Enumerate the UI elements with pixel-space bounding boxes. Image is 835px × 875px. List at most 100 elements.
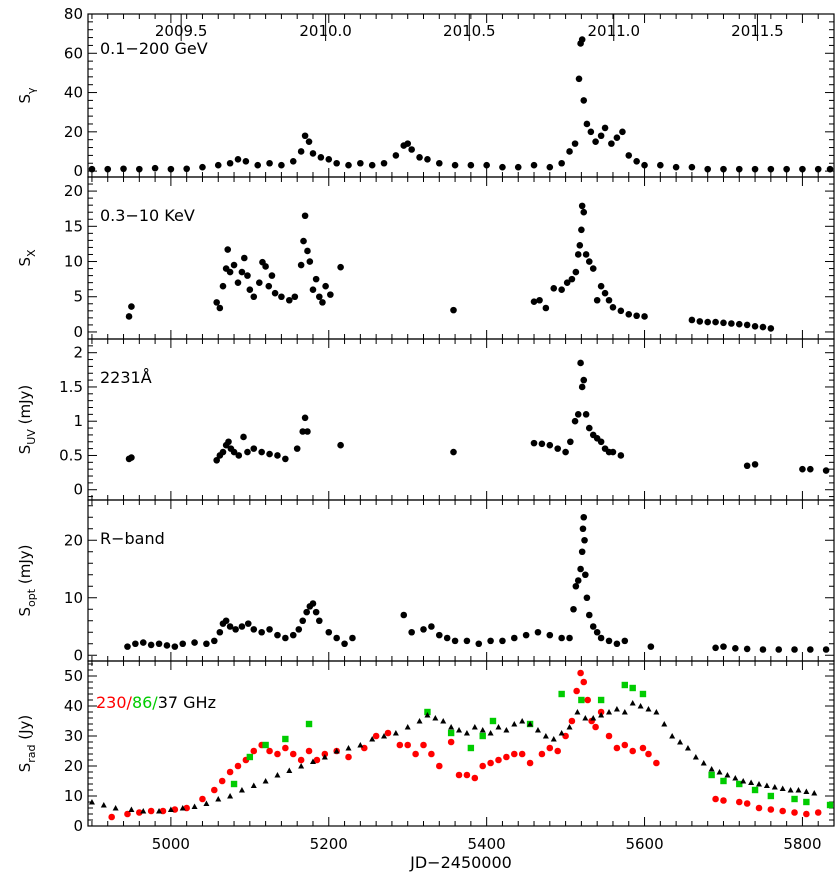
top-year-label: 2009.5 bbox=[155, 22, 208, 40]
data-point bbox=[582, 411, 590, 418]
data-point bbox=[592, 138, 599, 145]
data-point bbox=[619, 128, 626, 136]
data-point bbox=[625, 152, 633, 159]
data-point bbox=[479, 732, 486, 740]
data-point bbox=[404, 741, 412, 749]
data-point bbox=[238, 623, 246, 630]
data-point bbox=[349, 634, 356, 642]
y-tick-label: 0 bbox=[73, 817, 83, 835]
data-point bbox=[542, 304, 550, 312]
data-point bbox=[530, 439, 538, 447]
data-point bbox=[826, 801, 834, 809]
data-point bbox=[219, 448, 227, 456]
y-tick-label: 0 bbox=[73, 481, 83, 499]
data-point bbox=[392, 152, 400, 159]
data-point bbox=[495, 756, 502, 764]
data-point bbox=[704, 318, 711, 326]
data-point bbox=[573, 687, 580, 695]
panel-radio: 0 10 20 30 40 50 Srad (Jy) 230/86/37 GHz bbox=[16, 660, 835, 835]
data-point bbox=[100, 802, 107, 808]
data-point bbox=[246, 753, 254, 761]
y-tick-label: 20 bbox=[64, 757, 83, 775]
panel-annotation: R−band bbox=[100, 529, 165, 548]
data-point bbox=[578, 383, 586, 391]
data-point bbox=[183, 165, 190, 173]
y-tick-label: 0.5 bbox=[59, 446, 83, 464]
data-point bbox=[456, 727, 463, 733]
data-point bbox=[214, 161, 222, 169]
data-point bbox=[527, 721, 534, 727]
data-point bbox=[317, 154, 325, 161]
data-point bbox=[767, 792, 775, 800]
data-point bbox=[268, 272, 276, 279]
data-point bbox=[803, 810, 810, 818]
panel-frame bbox=[87, 499, 835, 662]
y-tick-label: 50 bbox=[64, 667, 83, 685]
data-point bbox=[297, 756, 305, 764]
y-tick-label: 10 bbox=[64, 253, 83, 271]
data-point bbox=[605, 637, 613, 645]
data-point bbox=[597, 132, 605, 140]
data-point bbox=[629, 684, 636, 692]
data-point bbox=[224, 246, 232, 253]
data-point bbox=[213, 299, 220, 306]
data-point bbox=[514, 163, 522, 171]
data-point bbox=[278, 293, 285, 301]
data-point bbox=[483, 161, 490, 169]
data-point bbox=[234, 762, 242, 770]
data-point bbox=[227, 793, 234, 799]
data-point bbox=[475, 640, 483, 648]
y-tick-label: 60 bbox=[64, 44, 83, 62]
data-point bbox=[578, 36, 586, 43]
data-point bbox=[479, 727, 486, 733]
data-point bbox=[211, 637, 218, 645]
data-point bbox=[605, 296, 613, 304]
data-point bbox=[396, 741, 404, 749]
data-point bbox=[613, 744, 621, 752]
data-point bbox=[647, 643, 655, 650]
data-point bbox=[688, 163, 696, 171]
data-point bbox=[235, 452, 243, 459]
data-point bbox=[732, 645, 739, 652]
data-point bbox=[566, 148, 573, 155]
panel-annotation: 2231Å bbox=[100, 368, 152, 387]
data-point bbox=[450, 448, 457, 456]
data-point bbox=[167, 806, 174, 812]
data-point bbox=[720, 643, 727, 650]
y-tick-label: 20 bbox=[64, 123, 83, 141]
data-point bbox=[807, 465, 814, 473]
y-tick-label: 10 bbox=[64, 589, 83, 607]
data-point bbox=[451, 637, 459, 645]
series-gamma bbox=[88, 36, 834, 173]
data-point bbox=[226, 768, 234, 776]
data-point bbox=[578, 548, 586, 556]
data-point bbox=[617, 452, 625, 459]
data-point bbox=[420, 626, 427, 633]
data-point bbox=[639, 690, 647, 698]
top-year-label: 2011.5 bbox=[731, 22, 784, 40]
panel-gamma: 0 20 40 60 80 Sγ 0.1−200 GeV bbox=[16, 5, 835, 180]
y-tick-label: 40 bbox=[64, 697, 83, 715]
data-point bbox=[592, 723, 599, 731]
data-point bbox=[756, 781, 763, 787]
data-point bbox=[128, 806, 135, 812]
data-point bbox=[299, 428, 307, 435]
data-point bbox=[799, 165, 806, 173]
y-tick-label: 40 bbox=[64, 84, 83, 102]
data-point bbox=[575, 75, 583, 83]
data-point bbox=[589, 623, 597, 630]
data-point bbox=[345, 753, 352, 761]
panel-frame bbox=[87, 660, 835, 827]
x-tick-label: 5400 bbox=[468, 835, 506, 853]
data-point bbox=[309, 286, 317, 293]
data-point bbox=[503, 753, 510, 761]
data-point bbox=[580, 513, 588, 521]
data-point bbox=[369, 736, 376, 742]
data-point bbox=[587, 128, 595, 136]
data-point bbox=[538, 440, 546, 448]
data-point bbox=[546, 744, 554, 752]
y-tick-label: 0 bbox=[73, 162, 83, 180]
y-axis-label: SX bbox=[16, 249, 38, 267]
data-point bbox=[250, 445, 258, 452]
data-point bbox=[333, 634, 340, 642]
